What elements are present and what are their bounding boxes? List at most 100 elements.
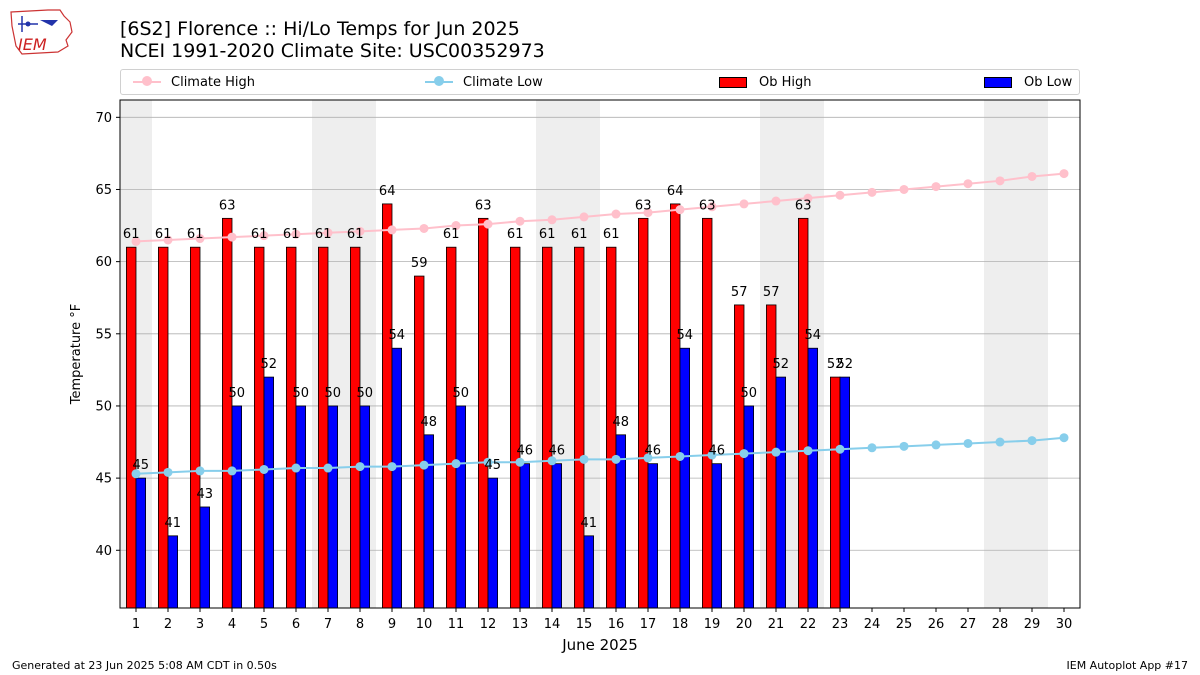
- svg-text:IEM: IEM: [18, 35, 47, 54]
- climate-low-point: [675, 451, 685, 461]
- ob-low-bar: [775, 376, 787, 609]
- x-tick-label: 28: [992, 617, 1009, 632]
- climate-high-point: [771, 196, 781, 206]
- x-tick-label: 8: [356, 617, 364, 632]
- climate-low-point: [131, 469, 141, 479]
- x-tick-label: 1: [132, 617, 140, 632]
- x-tick-label: 25: [896, 617, 913, 632]
- climate-low-point: [931, 440, 941, 450]
- ob-low-bar: [167, 535, 179, 609]
- y-gridlines: [120, 116, 1080, 551]
- climate-low-point: [803, 446, 813, 456]
- ob-high-bar: [317, 246, 329, 609]
- climate-low-point: [163, 467, 173, 477]
- ob-high-value-label: 61: [251, 227, 268, 242]
- climate-low-point: [643, 453, 653, 463]
- ob-high-value-label: 57: [731, 285, 748, 300]
- ob-high-bar: [509, 246, 521, 609]
- x-tick-label: 3: [196, 617, 204, 632]
- climate-high-point: [579, 212, 589, 222]
- ob-high-value-label: 63: [219, 198, 236, 213]
- climate-low-point: [739, 449, 749, 459]
- ob-low-value-label: 48: [421, 415, 438, 430]
- ob-low-value-label: 52: [261, 357, 278, 372]
- ob-high-value-label: 57: [763, 285, 780, 300]
- climate-low-point: [419, 460, 429, 470]
- ob-low-bar: [263, 376, 275, 609]
- ob-low-value-label: 52: [773, 357, 790, 372]
- x-tick-label: 29: [1024, 617, 1041, 632]
- ob-low-value-label: 50: [325, 386, 342, 401]
- x-tick-label: 27: [960, 617, 977, 632]
- climate-high-point: [867, 187, 877, 197]
- legend-climate-high-label: Climate High: [171, 74, 256, 90]
- ob-high-bar: [798, 217, 809, 609]
- x-tick-label: 9: [388, 617, 396, 632]
- title-line-1: [6S2] Florence :: Hi/Lo Temps for Jun 20…: [120, 18, 520, 40]
- y-tick-label: 50: [95, 399, 112, 414]
- y-tick-label: 65: [95, 183, 112, 198]
- climate-low-point: [963, 438, 973, 448]
- climate-high-point: [227, 232, 237, 242]
- ob-low-bar: [391, 347, 403, 609]
- climate-high-point: [899, 184, 909, 194]
- chart-title: [6S2] Florence :: Hi/Lo Temps for Jun 20…: [120, 18, 545, 62]
- ob-low-bar: [583, 535, 595, 609]
- ob-high-bar: [445, 246, 457, 609]
- climate-high-point: [835, 190, 845, 200]
- ob-low-value-label: 41: [581, 516, 598, 531]
- climate-low-swatch: [425, 76, 453, 86]
- climate-low-point: [387, 462, 397, 472]
- x-tick-label: 5: [260, 617, 268, 632]
- ob-high-value-label: 64: [667, 184, 684, 199]
- climate-low-point: [227, 466, 237, 476]
- ob-high-value-label: 61: [315, 227, 332, 242]
- ob-low-value-label: 45: [485, 458, 502, 473]
- x-tick-label: 13: [512, 617, 529, 632]
- ob-low-bar: [359, 405, 371, 609]
- ob-low-value-label: 43: [197, 487, 214, 502]
- x-tick-label: 4: [228, 617, 236, 632]
- x-tick-label: 11: [448, 617, 465, 632]
- climate-high-point: [547, 215, 557, 225]
- climate-low-point: [771, 447, 781, 457]
- ob-high-bar: [221, 217, 233, 609]
- y-tick-label: 70: [95, 111, 112, 126]
- x-tick-label: 2: [164, 617, 172, 632]
- ob-high-bar: [413, 275, 425, 609]
- generated-note: Generated at 23 Jun 2025 5:08 AM CDT in …: [12, 659, 277, 672]
- ob-low-bar: [423, 434, 435, 609]
- legend-ob-low: Ob Low: [984, 70, 1072, 94]
- ob-low-value-label: 50: [741, 386, 758, 401]
- climate-high-point: [387, 225, 397, 235]
- ob-high-value-label: 61: [187, 227, 204, 242]
- y-tick-label: 45: [95, 472, 112, 487]
- climate-low-point: [355, 462, 365, 472]
- ob-low-bar: [679, 347, 691, 609]
- ob-low-bar: [743, 405, 755, 609]
- climate-low-point: [899, 441, 909, 451]
- y-axis-label: Temperature °F: [69, 304, 84, 405]
- climate-high-point: [931, 182, 941, 192]
- app-note: IEM Autoplot App #17: [1066, 659, 1189, 672]
- ob-high-value-label: 63: [699, 198, 716, 213]
- x-tick-label: 10: [416, 617, 433, 632]
- ob-high-bar: [477, 217, 489, 609]
- climate-high-point: [195, 234, 205, 244]
- ob-low-bar: [839, 376, 851, 609]
- plot-frame: [119, 99, 1081, 609]
- ob-high-value-label: 52: [827, 357, 844, 372]
- climate-high-point: [419, 223, 429, 233]
- climate-low-point: [547, 456, 557, 466]
- climate-low-point: [451, 459, 461, 469]
- ob-high-value-label: 61: [155, 227, 172, 242]
- climate-low-line: [135, 436, 1065, 475]
- x-tick-label: 26: [928, 617, 945, 632]
- weekend-band: [984, 100, 1016, 608]
- climate-low-point: [867, 443, 877, 453]
- ob-high-value-label: 63: [795, 198, 812, 213]
- x-tick-label: 24: [864, 617, 881, 632]
- climate-high-point: [1027, 171, 1037, 181]
- climate-low-point: [259, 464, 269, 474]
